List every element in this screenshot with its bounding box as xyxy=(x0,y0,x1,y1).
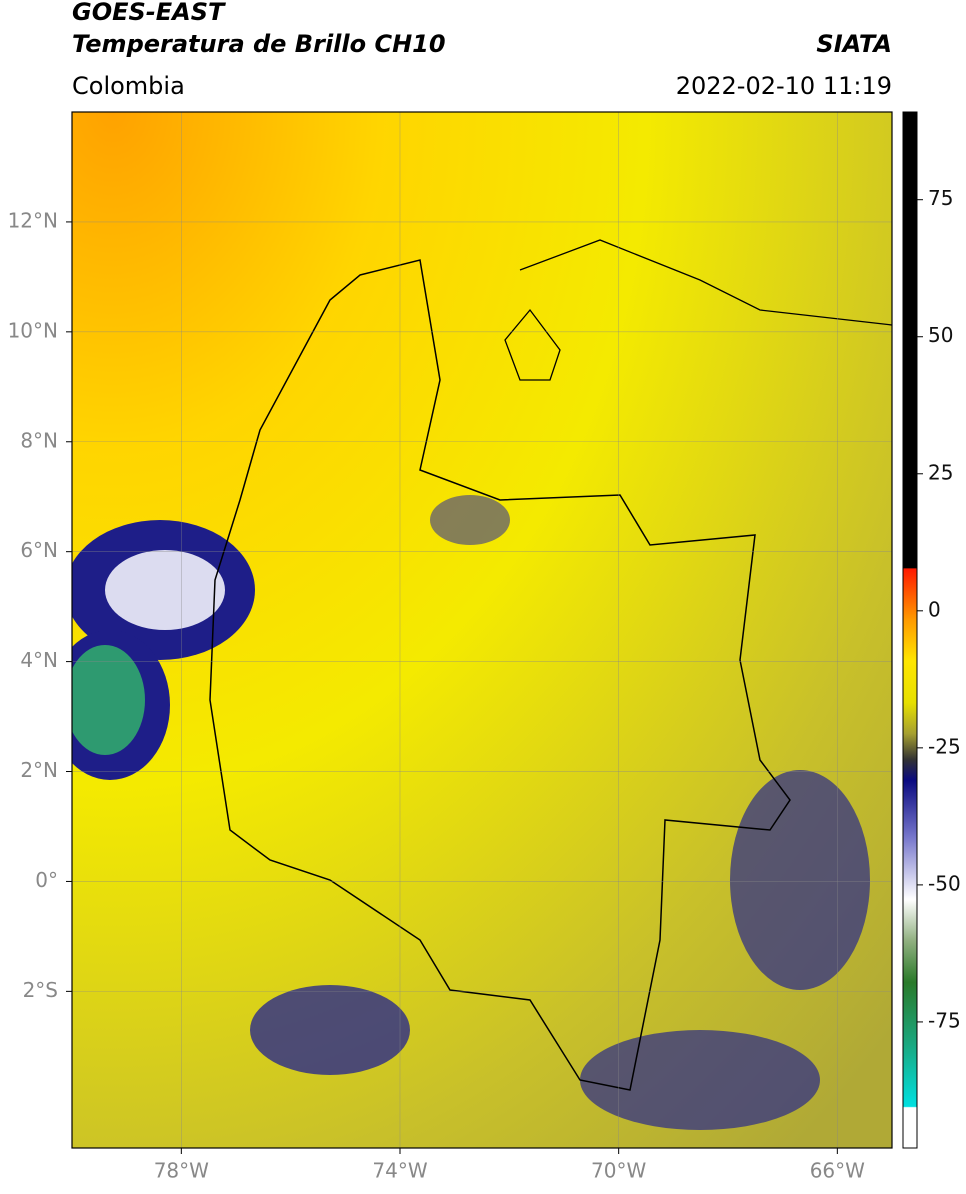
lat-tick-label: 8°N xyxy=(20,428,58,452)
source: SIATA xyxy=(816,30,892,58)
colorbar-tick-label: 0 xyxy=(928,597,941,621)
colorbar-tick-label: -75 xyxy=(928,1008,961,1032)
cloud xyxy=(105,550,225,630)
lat-tick-label: 6°N xyxy=(20,538,58,562)
lon-tick-label: 66°W xyxy=(810,1159,865,1183)
colorbar-tick-label: 50 xyxy=(928,323,953,347)
colorbar-tick-label: -50 xyxy=(928,871,961,895)
cloud xyxy=(580,1030,820,1130)
lat-tick-label: 4°N xyxy=(20,648,58,672)
coastline xyxy=(504,239,892,381)
lon-tick-label: 78°W xyxy=(154,1159,209,1183)
colorbar-tick-label: 75 xyxy=(928,186,953,210)
map-frame xyxy=(71,111,893,1149)
lon-tick-label: 70°W xyxy=(591,1159,646,1183)
title: GOES-EAST xyxy=(72,0,226,26)
border xyxy=(209,259,791,1091)
cloud xyxy=(730,770,870,990)
lat-tick-label: 10°N xyxy=(8,318,58,342)
cloud xyxy=(72,645,145,755)
cloud xyxy=(430,495,510,545)
lat-tick-label: 0° xyxy=(35,868,58,892)
colorbar xyxy=(902,111,918,1149)
cloud xyxy=(250,985,410,1075)
map-image xyxy=(72,112,892,1148)
subtitle: Temperatura de Brillo CH10 xyxy=(72,30,446,58)
colorbar-tick-label: -25 xyxy=(928,734,961,758)
lat-tick-label: 2°S xyxy=(23,978,58,1002)
colorbar-tick-label: 25 xyxy=(928,460,953,484)
lat-tick-label: 12°N xyxy=(8,208,58,232)
lon-tick-label: 74°W xyxy=(372,1159,427,1183)
timestamp: 2022-02-10 11:19 xyxy=(676,72,892,100)
region: Colombia xyxy=(72,72,185,100)
lat-tick-label: 2°N xyxy=(20,758,58,782)
